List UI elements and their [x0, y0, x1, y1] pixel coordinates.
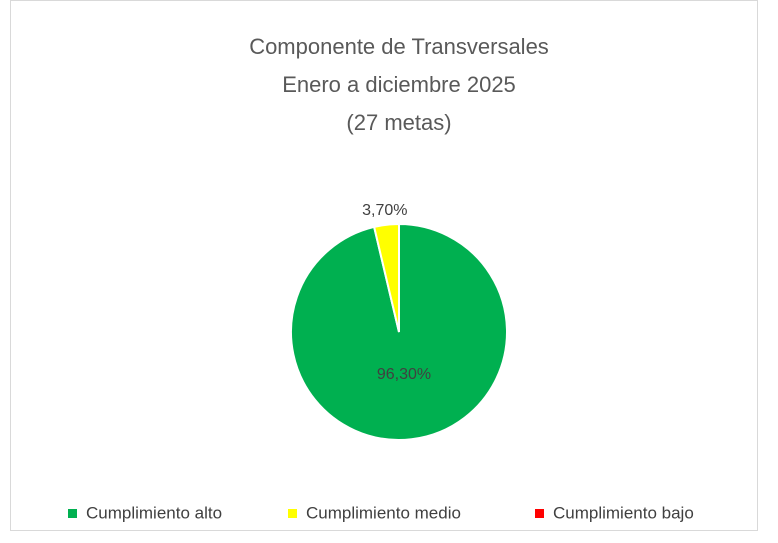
data-label: 96,30%: [377, 366, 431, 383]
legend-swatch: [68, 509, 77, 518]
chart-title: Componente de Transversales: [249, 34, 549, 59]
legend-swatch: [535, 509, 544, 518]
legend-label: Cumplimiento bajo: [553, 503, 694, 522]
pie-slice: [290, 222, 508, 441]
chart-title: (27 metas): [346, 110, 451, 135]
data-label: 3,70%: [362, 202, 407, 219]
legend-label: Cumplimiento medio: [306, 503, 461, 522]
legend-swatch: [288, 509, 297, 518]
chart-title: Enero a diciembre 2025: [282, 72, 516, 97]
pie-slice: [372, 222, 400, 333]
legend-label: Cumplimiento alto: [86, 503, 222, 522]
